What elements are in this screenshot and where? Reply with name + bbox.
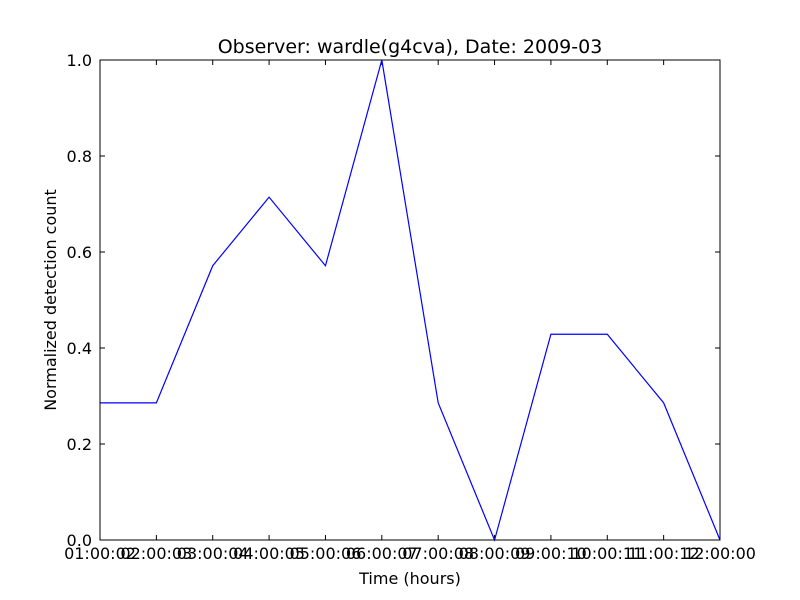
y-tick-label: 1.0 [67,51,92,70]
x-tick-label: 06:00:07 [346,544,418,563]
x-tick-label: 05:00:06 [290,544,362,563]
series-layer [100,59,721,542]
chart-title: Observer: wardle(g4cva), Date: 2009-03 [218,36,603,58]
x-tick-label: 02:00:03 [120,544,192,563]
ticks-layer: 0.0 0.2 0.4 0.6 0.8 1.0 01:00:0202:00:0303:00:… [64,51,756,563]
series-line-0 [100,59,721,542]
x-tick-label: 01:00:02 [64,544,136,563]
y-tick-label: 0.4 [67,339,92,358]
x-tick-label: 08:00:09 [459,544,531,563]
x-tick-label: 03:00:04 [177,544,249,563]
x-axis-label: Time (hours) [358,569,461,588]
y-tick-label: 0.8 [67,147,92,166]
y-tick-label: 0.2 [67,435,92,454]
x-tick-label: 07:00:08 [402,544,474,563]
plot-frame [99,59,721,541]
y-tick-label: 0.6 [67,243,92,262]
x-tick-label: 10:00:11 [571,544,643,563]
x-tick-label: 04:00:05 [233,544,305,563]
y-tick-label: 0.0 [67,531,92,550]
x-tick-label: 12:00:00 [684,544,756,563]
x-tick-label: 11:00:12 [628,544,700,563]
y-axis-label: Normalized detection count [41,189,60,411]
x-tick-label: 09:00:10 [515,544,587,563]
